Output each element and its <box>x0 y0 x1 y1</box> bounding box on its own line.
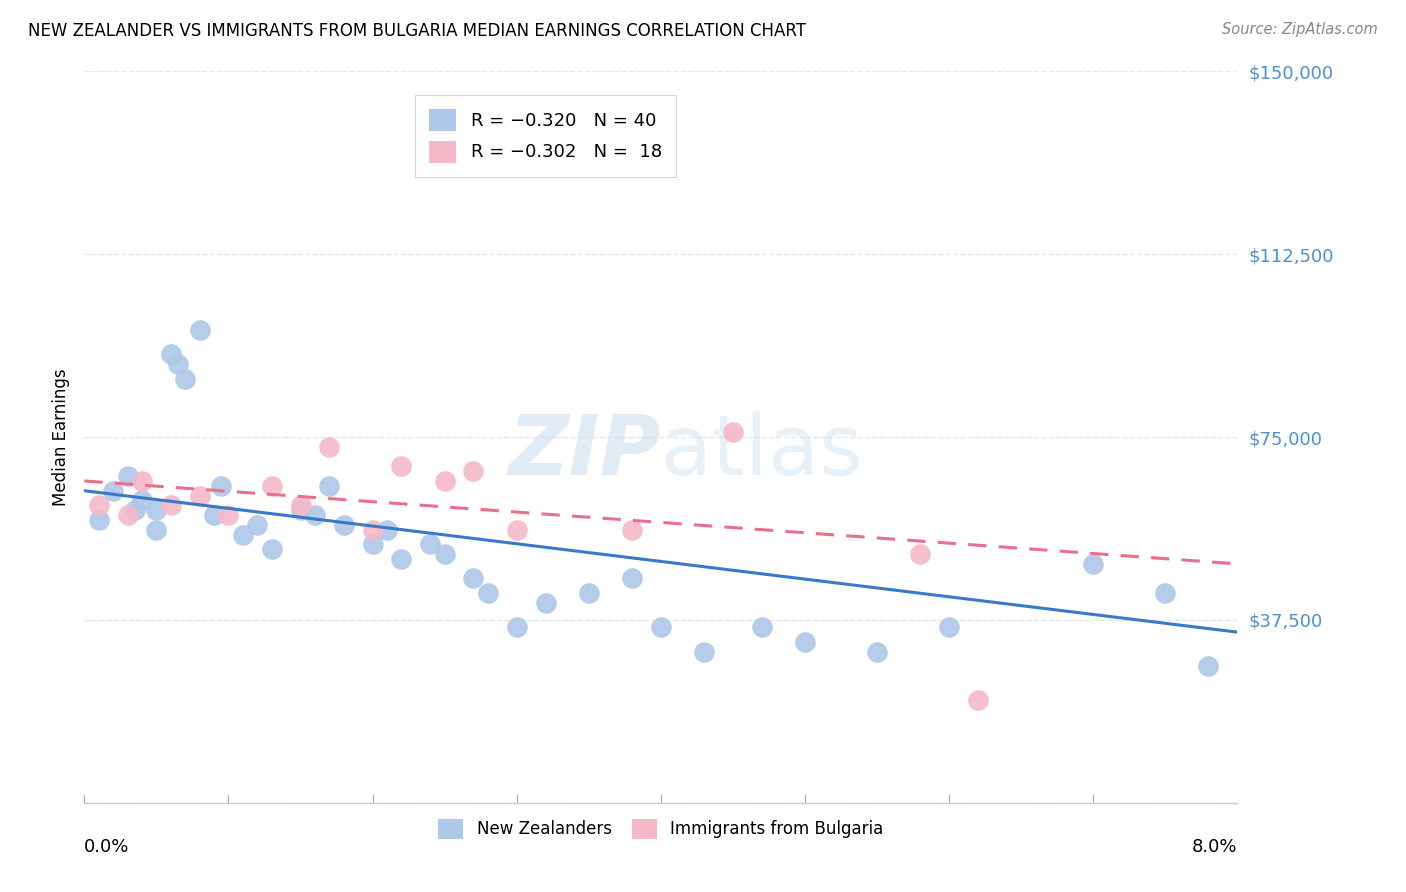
Point <box>232 527 254 541</box>
Text: NEW ZEALANDER VS IMMIGRANTS FROM BULGARIA MEDIAN EARNINGS CORRELATION CHART: NEW ZEALANDER VS IMMIGRANTS FROM BULGARI… <box>28 22 806 40</box>
Point <box>318 440 340 454</box>
Point <box>188 323 211 337</box>
Point <box>621 572 644 586</box>
Point <box>578 586 600 600</box>
Point <box>506 620 529 634</box>
Text: atlas: atlas <box>661 411 862 492</box>
Point <box>967 693 990 707</box>
Point <box>87 499 110 513</box>
Y-axis label: Median Earnings: Median Earnings <box>52 368 70 506</box>
Point <box>103 483 124 498</box>
Point <box>160 499 183 513</box>
Point <box>938 620 960 634</box>
Point <box>391 552 413 566</box>
Point <box>246 517 269 532</box>
Point <box>463 572 485 586</box>
Point <box>463 464 485 478</box>
Point <box>506 523 529 537</box>
Point <box>866 645 889 659</box>
Point <box>375 523 398 537</box>
Point <box>751 620 773 634</box>
Point <box>391 459 413 474</box>
Point <box>290 503 312 517</box>
Text: 0.0%: 0.0% <box>84 838 129 855</box>
Point <box>117 508 139 522</box>
Point <box>361 523 384 537</box>
Point <box>145 503 167 517</box>
Point <box>290 499 312 513</box>
Text: Source: ZipAtlas.com: Source: ZipAtlas.com <box>1222 22 1378 37</box>
Legend: New Zealanders, Immigrants from Bulgaria: New Zealanders, Immigrants from Bulgaria <box>432 812 890 846</box>
Point <box>361 537 384 551</box>
Point <box>433 547 456 561</box>
Point <box>477 586 499 600</box>
Point <box>218 508 240 522</box>
Point <box>167 357 190 371</box>
Point <box>333 517 356 532</box>
Point <box>534 596 557 610</box>
Point <box>260 479 283 493</box>
Text: ZIP: ZIP <box>508 411 661 492</box>
Point <box>419 537 441 551</box>
Point <box>650 620 672 634</box>
Point <box>131 474 153 488</box>
Point <box>693 645 716 659</box>
Point <box>1154 586 1177 600</box>
Point <box>794 635 817 649</box>
Point <box>117 469 139 483</box>
Point <box>318 479 340 493</box>
Point <box>621 523 644 537</box>
Point <box>910 547 932 561</box>
Point <box>160 347 183 361</box>
Point <box>87 513 110 527</box>
Point <box>260 542 283 557</box>
Point <box>1198 659 1220 673</box>
Point <box>145 523 167 537</box>
Point <box>433 474 456 488</box>
Point <box>304 508 326 522</box>
Text: 8.0%: 8.0% <box>1192 838 1237 855</box>
Point <box>721 425 744 440</box>
Point <box>209 479 232 493</box>
Point <box>131 493 153 508</box>
Point <box>188 489 211 503</box>
Point <box>174 371 197 385</box>
Point <box>124 503 146 517</box>
Point <box>202 508 225 522</box>
Point <box>1083 557 1105 571</box>
